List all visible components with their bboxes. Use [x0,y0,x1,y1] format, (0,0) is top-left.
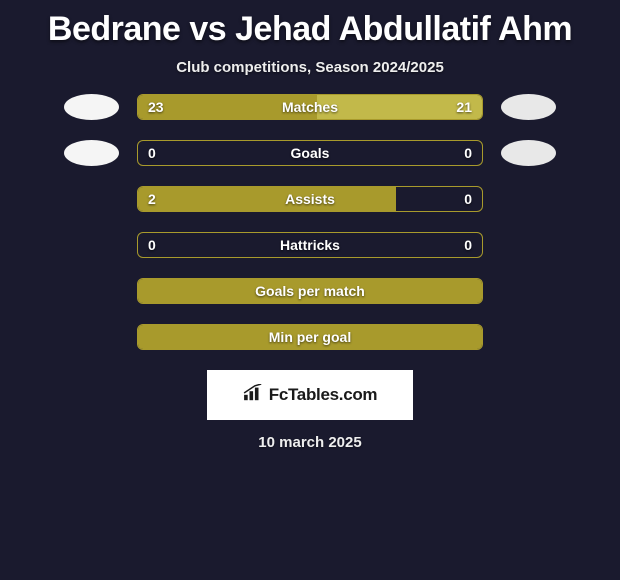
player2-value: 0 [454,237,482,253]
chart-icon [243,384,265,407]
page-title: Bedrane vs Jehad Abdullatif Ahm [0,0,620,51]
player1-bar-fill: 23 [138,95,317,119]
stat-row: 20Assists [0,186,620,212]
stat-bar: Min per goal [137,324,483,350]
player2-value: 0 [454,145,482,161]
player1-value: 0 [138,145,166,161]
player1-value: 23 [138,99,174,115]
player1-badge [64,94,119,120]
brand-badge: FcTables.com [207,370,413,420]
brand-text: FcTables.com [269,385,378,405]
stats-rows: 2321Matches00Goals20Assists00HattricksGo… [0,94,620,350]
stat-bar: 0 0Hattricks [137,232,483,258]
stat-bar: Goals per match [137,278,483,304]
stat-row: Min per goal [0,324,620,350]
stat-bar: 0 0Goals [137,140,483,166]
player2-bar-fill: 21 [317,95,482,119]
player2-value: 0 [454,191,482,207]
player2-badge [501,94,556,120]
player1-bar-fill [138,325,482,349]
player1-bar-fill [138,279,482,303]
player1-bar-fill: 2 [138,187,396,211]
player2-value: 21 [446,99,482,115]
stat-row: 0 0Hattricks [0,232,620,258]
stat-bar: 2321Matches [137,94,483,120]
stat-row: 2321Matches [0,94,620,120]
stat-bar: 20Assists [137,186,483,212]
date-label: 10 march 2025 [0,434,620,451]
stat-label: Goals [138,141,482,165]
page-subtitle: Club competitions, Season 2024/2025 [0,59,620,76]
player1-badge [64,140,119,166]
stat-row: Goals per match [0,278,620,304]
player2-badge [501,140,556,166]
player1-value: 2 [138,191,166,207]
stat-label: Hattricks [138,233,482,257]
player1-value: 0 [138,237,166,253]
stat-row: 0 0Goals [0,140,620,166]
